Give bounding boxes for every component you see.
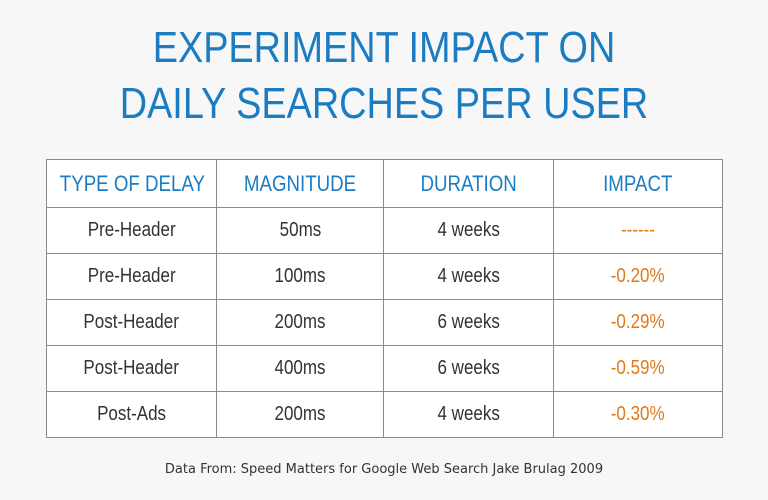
- title-line-1: EXPERIMENT IMPACT ON: [152, 23, 616, 72]
- cell-impact: -0.59%: [553, 345, 723, 392]
- cell-magnitude: 200ms: [216, 391, 384, 438]
- table-row: Pre-Header 50ms 4 weeks ------: [46, 207, 723, 254]
- cell-type: Post-Header: [46, 345, 217, 392]
- table-row: Pre-Header 100ms 4 weeks -0.20%: [46, 253, 723, 300]
- cell-type: Post-Ads: [46, 391, 217, 438]
- table-row: Post-Header 400ms 6 weeks -0.59%: [46, 345, 723, 392]
- cell-type: Pre-Header: [46, 207, 217, 254]
- header-duration: DURATION: [383, 159, 554, 208]
- header-impact: IMPACT: [553, 159, 723, 208]
- cell-duration: 4 weeks: [383, 391, 554, 438]
- header-magnitude: MAGNITUDE: [216, 159, 384, 208]
- cell-duration: 4 weeks: [383, 207, 554, 254]
- title-line-2: DAILY SEARCHES PER USER: [119, 79, 649, 128]
- header-type-of-delay: TYPE OF DELAY: [46, 159, 217, 208]
- cell-type: Post-Header: [46, 299, 217, 346]
- page-title: EXPERIMENT IMPACT ON DAILY SEARCHES PER …: [54, 20, 714, 132]
- cell-impact: -0.29%: [553, 299, 723, 346]
- source-footnote: Data From: Speed Matters for Google Web …: [164, 462, 604, 477]
- cell-impact: ------: [553, 207, 723, 254]
- cell-magnitude: 50ms: [216, 207, 384, 254]
- cell-impact: -0.20%: [553, 253, 723, 300]
- table-row: Post-Ads 200ms 4 weeks -0.30%: [46, 391, 723, 438]
- cell-impact: -0.30%: [553, 391, 723, 438]
- cell-duration: 4 weeks: [383, 253, 554, 300]
- table-row: Post-Header 200ms 6 weeks -0.29%: [46, 299, 723, 346]
- cell-magnitude: 400ms: [216, 345, 384, 392]
- table-header-row: TYPE OF DELAY MAGNITUDE DURATION IMPACT: [46, 159, 723, 208]
- cell-type: Pre-Header: [46, 253, 217, 300]
- cell-magnitude: 200ms: [216, 299, 384, 346]
- cell-magnitude: 100ms: [216, 253, 384, 300]
- cell-duration: 6 weeks: [383, 299, 554, 346]
- impact-table: TYPE OF DELAY MAGNITUDE DURATION IMPACT …: [46, 159, 723, 438]
- cell-duration: 6 weeks: [383, 345, 554, 392]
